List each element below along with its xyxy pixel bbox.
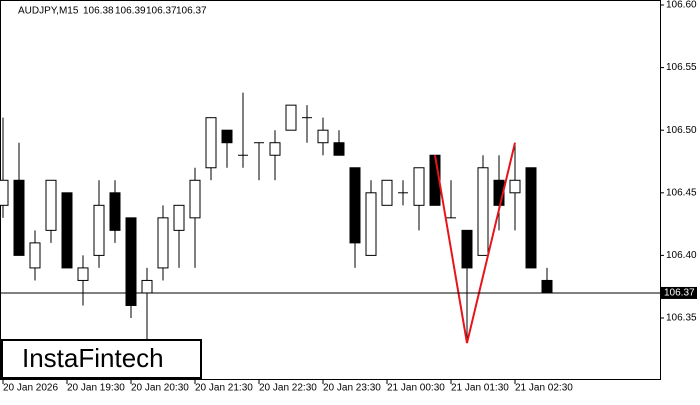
watermark-box [1,339,202,379]
candle-body [285,104,297,131]
candle-body [509,179,521,194]
candle-body [477,167,489,256]
candle-body [125,217,137,306]
x-tick-label: 20 Jan 22:30 [259,383,317,394]
y-tick-label: 106.50 [666,125,697,136]
candle-body [109,192,121,231]
candle-body [221,129,233,144]
candle-body [349,167,361,244]
header: AUDJPY,M15 106.38 106.39 106.37 106.37 [18,6,207,17]
candle-body [157,217,169,269]
candle-body [61,192,73,269]
watermark: InstaFintech [22,343,164,373]
close-value: 106.37 [176,6,207,17]
candle-body [333,142,345,156]
y-tick-label: 106.45 [666,187,697,198]
candle-body [141,279,153,294]
candle-body [173,204,185,231]
low-value: 106.37 [146,6,177,17]
x-tick-label: 20 Jan 21:30 [195,383,253,394]
x-tick-label: 20 Jan 23:30 [323,383,381,394]
candle-body [45,179,57,231]
candle-body [13,179,25,256]
x-tick-label: 20 Jan 20:30 [131,383,189,394]
candle-body [413,167,425,206]
candle-body [29,242,41,269]
candle-body [365,192,377,256]
current-price-label: 106.37 [664,288,695,299]
open-value: 106.38 [83,6,114,17]
x-tick-label: 20 Jan 19:30 [67,383,125,394]
candle-body [93,204,105,256]
x-tick-label: 21 Jan 02:30 [515,383,573,394]
x-tick-label: 21 Jan 01:30 [451,383,509,394]
symbol: AUDJPY,M15 [18,6,79,17]
candle-body [189,179,201,219]
candles [0,92,553,344]
current-price-box [661,286,697,299]
candle-body [541,279,553,294]
candle-body [77,267,89,281]
candle-body [461,229,473,269]
candle-body [269,142,281,156]
pattern-line [434,142,516,344]
y-tick-label: 106.60 [666,0,697,11]
candle-body [525,167,537,269]
candle-body [0,179,9,206]
y-tick-label: 106.35 [666,313,697,324]
candle-body [317,129,329,144]
high-value: 106.39 [115,6,146,17]
x-tick-label: 21 Jan 00:30 [387,383,445,394]
y-tick-label: 106.55 [666,62,697,73]
x-tick-label: 20 Jan 2026 [3,383,58,394]
candle-body [381,179,393,206]
candle-body [205,117,217,169]
y-tick-label: 106.40 [666,250,697,261]
